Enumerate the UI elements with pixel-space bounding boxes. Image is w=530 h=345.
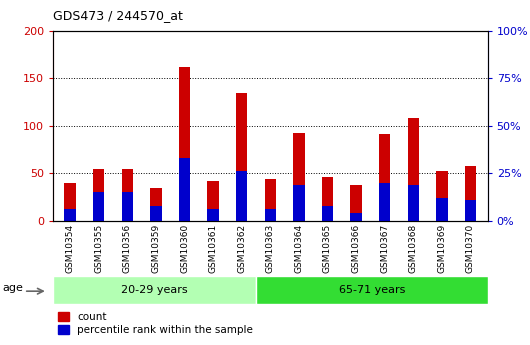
Text: GSM10362: GSM10362 — [237, 224, 246, 273]
Bar — [293, 185, 305, 221]
Bar — [436, 171, 447, 221]
Bar — [236, 93, 248, 221]
Bar — [322, 206, 333, 221]
Text: GSM10359: GSM10359 — [152, 224, 161, 273]
Bar — [93, 193, 104, 221]
Bar — [436, 198, 447, 221]
Text: GSM10367: GSM10367 — [380, 224, 389, 273]
Text: 20-29 years: 20-29 years — [121, 285, 188, 295]
Bar — [408, 118, 419, 221]
Bar — [93, 169, 104, 221]
Bar — [465, 200, 476, 221]
Text: GDS473 / 244570_at: GDS473 / 244570_at — [53, 9, 183, 22]
Bar — [350, 213, 362, 221]
Legend: count, percentile rank within the sample: count, percentile rank within the sample — [58, 312, 253, 335]
Bar — [65, 209, 76, 221]
Text: GSM10356: GSM10356 — [123, 224, 132, 273]
Bar — [264, 179, 276, 221]
Bar — [121, 193, 133, 221]
Bar — [350, 185, 362, 221]
Bar — [256, 276, 488, 304]
Text: GSM10360: GSM10360 — [180, 224, 189, 273]
Text: 65-71 years: 65-71 years — [339, 285, 405, 295]
Bar — [293, 132, 305, 221]
Bar — [150, 188, 162, 221]
Bar — [264, 209, 276, 221]
Bar — [53, 276, 256, 304]
Text: GSM10364: GSM10364 — [294, 224, 303, 273]
Bar — [207, 181, 219, 221]
Bar — [65, 183, 76, 221]
Bar — [322, 177, 333, 221]
Text: age: age — [3, 284, 23, 293]
Text: GSM10365: GSM10365 — [323, 224, 332, 273]
Bar — [150, 206, 162, 221]
Bar — [179, 67, 190, 221]
Bar — [236, 171, 248, 221]
Bar — [179, 158, 190, 221]
Bar — [379, 183, 391, 221]
Bar — [379, 134, 391, 221]
Text: GSM10354: GSM10354 — [66, 224, 75, 273]
Text: GSM10355: GSM10355 — [94, 224, 103, 273]
Text: GSM10368: GSM10368 — [409, 224, 418, 273]
Text: GSM10361: GSM10361 — [209, 224, 218, 273]
Bar — [408, 185, 419, 221]
Text: GSM10366: GSM10366 — [351, 224, 360, 273]
Bar — [465, 166, 476, 221]
Bar — [207, 209, 219, 221]
Text: GSM10370: GSM10370 — [466, 224, 475, 273]
Text: GSM10369: GSM10369 — [437, 224, 446, 273]
Text: GSM10363: GSM10363 — [266, 224, 275, 273]
Bar — [121, 169, 133, 221]
